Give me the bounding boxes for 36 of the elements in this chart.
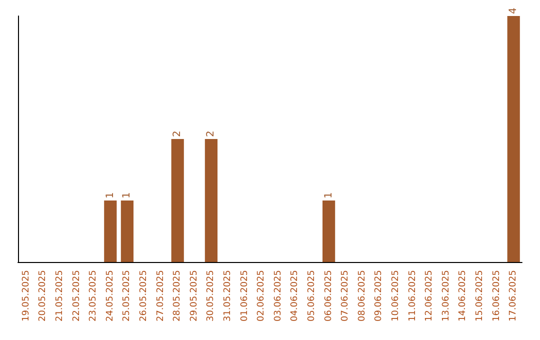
data-label: 2 (172, 130, 184, 137)
x-tick-label: 30.05.2025 (206, 270, 216, 322)
x-tick-label: 11.06.2025 (408, 270, 418, 322)
x-tick-label: 29.05.2025 (189, 270, 200, 322)
x-tick-label: 25.05.2025 (122, 270, 132, 322)
x-tick-label: 05.06.2025 (307, 270, 317, 322)
x-tick-label: 28.05.2025 (172, 270, 183, 322)
x-tick-label: 02.06.2025 (256, 270, 267, 322)
x-tick-label: 06.06.2025 (324, 270, 334, 322)
x-tick-label: 01.06.2025 (240, 270, 250, 322)
x-tick-label: 08.06.2025 (357, 270, 368, 322)
data-label: 4 (508, 8, 520, 14)
x-tick-label: 24.05.2025 (105, 270, 116, 322)
x-tick-label: 20.05.2025 (38, 270, 48, 322)
x-tick-label: 16.06.2025 (492, 270, 502, 322)
x-tick-label: 09.06.2025 (374, 270, 384, 322)
x-tick-label: 31.05.2025 (223, 270, 233, 322)
x-tick-label: 07.06.2025 (340, 270, 351, 322)
x-tick-label: 04.06.2025 (290, 270, 300, 322)
x-tick-label: 10.06.2025 (391, 270, 401, 322)
data-label: 2 (206, 130, 217, 137)
x-tick-label: 26.05.2025 (139, 270, 149, 322)
x-tick-label: 13.06.2025 (441, 270, 452, 322)
data-label: 1 (122, 192, 133, 198)
x-tick-label: 17.06.2025 (508, 270, 519, 322)
x-tick-label: 15.06.2025 (475, 270, 485, 322)
x-tick-label: 22.05.2025 (72, 270, 82, 322)
data-label: 1 (323, 192, 334, 198)
x-tick-label: 03.06.2025 (273, 270, 284, 322)
x-tick-label: 14.06.2025 (458, 270, 468, 322)
x-tick-label: 21.05.2025 (55, 270, 65, 322)
data-label: 1 (104, 192, 116, 198)
x-tick-label: 12.06.2025 (424, 270, 435, 322)
x-tick-label: 27.05.2025 (156, 270, 166, 322)
x-tick-label: 19.05.2025 (21, 270, 32, 322)
x-tick-label: 23.05.2025 (88, 270, 99, 322)
